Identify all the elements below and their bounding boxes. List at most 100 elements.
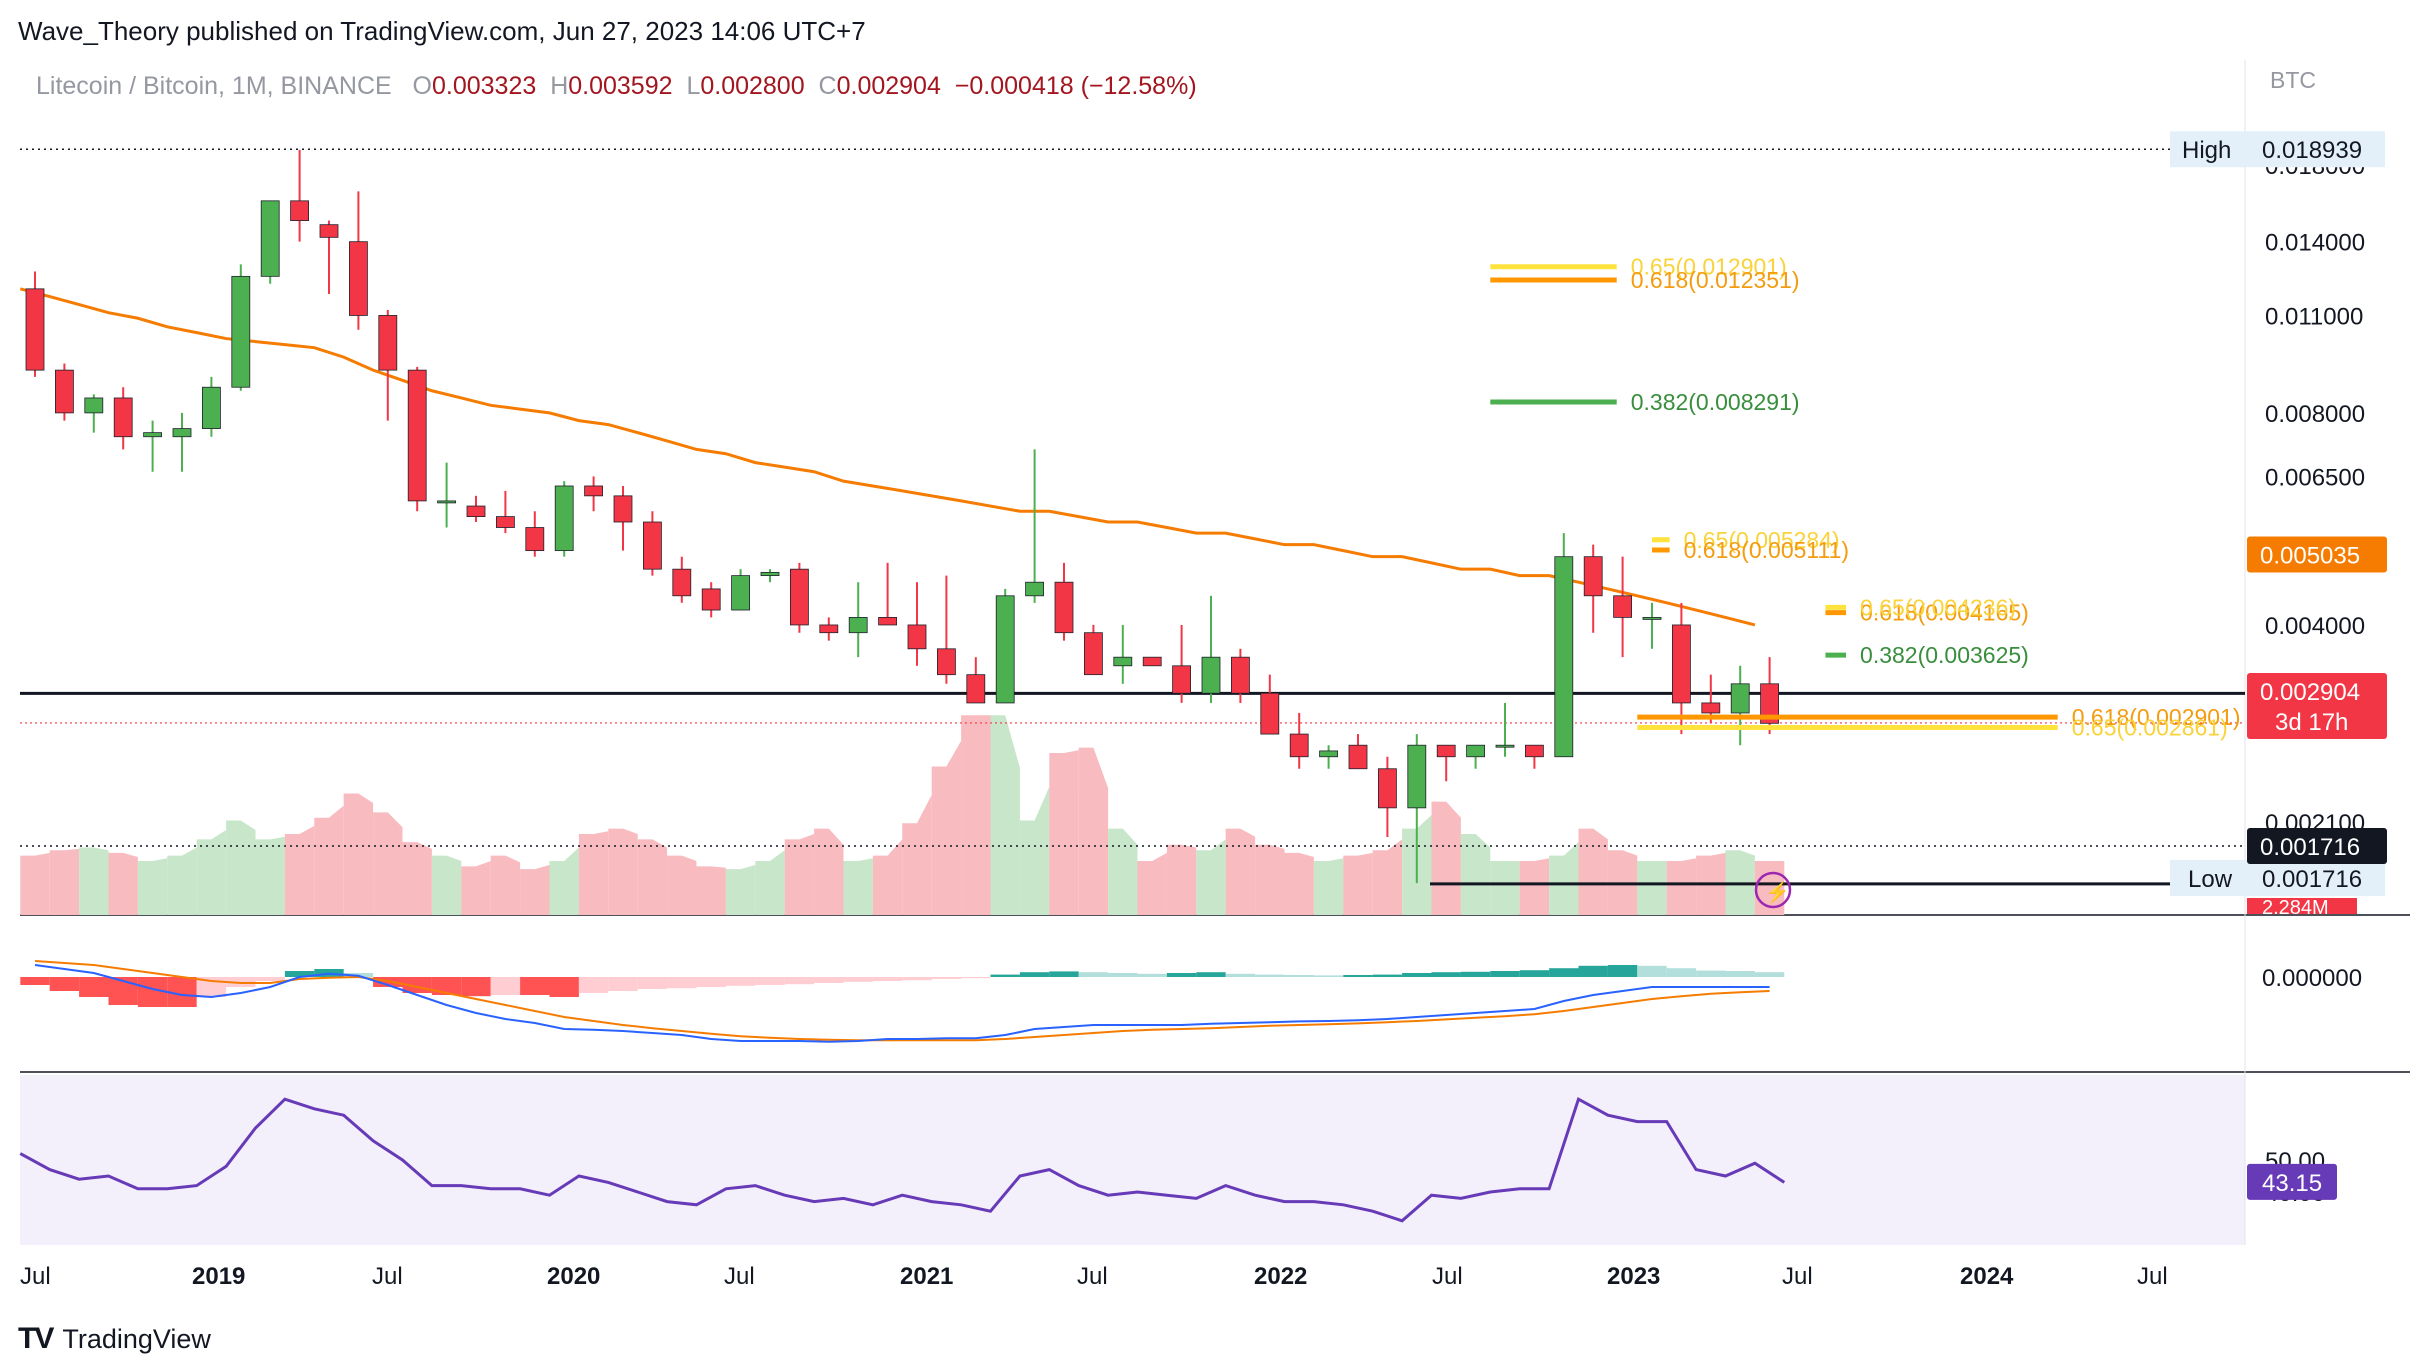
candle <box>1319 745 1338 769</box>
candle-body <box>1525 744 1544 758</box>
candle <box>584 476 603 512</box>
candle <box>1642 602 1662 649</box>
candle <box>1525 744 1544 769</box>
time-axis-tick: Jul <box>1782 1263 1813 1290</box>
candle-body <box>1642 616 1662 620</box>
candle-body <box>407 369 427 502</box>
candle <box>113 387 133 450</box>
volume-bar <box>1108 828 1138 915</box>
symbol-legend: Litecoin / Bitcoin, 1M, BINANCE O0.00332… <box>36 72 1197 101</box>
ema-line <box>19 287 1756 627</box>
support-badge-bg <box>2247 828 2387 864</box>
macd-signal-line <box>34 960 1770 1042</box>
time-axis-tick: Jul <box>2137 1263 2168 1290</box>
price-axis-tick: 0.006500 <box>2265 464 2365 491</box>
macd-histogram-bar <box>1578 965 1608 977</box>
candle-body <box>143 432 163 438</box>
candle-body <box>819 624 839 634</box>
candle-body <box>1436 744 1456 758</box>
time-axis-tick: Jul <box>1432 1263 1463 1290</box>
candle-body <box>378 315 398 371</box>
macd-histogram-bar <box>1019 972 1050 977</box>
candle <box>143 420 163 472</box>
volume-bar <box>1578 828 1608 915</box>
macd-histogram-bar <box>784 977 815 985</box>
volume-bar <box>1666 858 1697 915</box>
support-badge: 0.001716 <box>2260 834 2360 861</box>
macd-histogram-bar <box>549 977 579 997</box>
volume-bar <box>226 820 256 915</box>
macd-histogram-bar <box>1078 972 1109 977</box>
volume-bar <box>167 847 197 915</box>
candle <box>348 191 368 330</box>
ema-badge: 0.005035 <box>2260 543 2360 570</box>
macd-histogram-bar <box>637 977 668 989</box>
volume-bar <box>1637 861 1667 915</box>
macd-histogram-bar <box>578 977 609 993</box>
volume-bar <box>1313 858 1344 915</box>
fib-level-label: 0.618(0.012351) <box>1631 267 1800 293</box>
candle <box>966 657 986 704</box>
candle-body <box>319 224 339 238</box>
candle <box>25 271 45 377</box>
candle <box>1142 656 1162 667</box>
macd-histogram-bar <box>990 974 1020 977</box>
volume-bar <box>784 834 815 915</box>
volume-bar <box>1549 842 1579 915</box>
candle-body <box>584 485 603 497</box>
volume-bar <box>520 865 550 915</box>
candle <box>1378 756 1397 838</box>
candle <box>319 220 339 294</box>
candle-body <box>1613 595 1632 618</box>
fib-level-label: 0.65(0.012901) <box>1631 254 1787 280</box>
candle <box>672 556 692 603</box>
volume-bar <box>1460 834 1491 915</box>
candle <box>84 394 104 433</box>
time-axis-tick: 2023 <box>1607 1263 1660 1290</box>
macd-histogram-bar <box>461 977 491 997</box>
macd-histogram-bar <box>284 971 315 977</box>
candle-body <box>966 674 986 704</box>
volume-bar <box>402 842 432 915</box>
volume-bar <box>696 866 726 915</box>
macd-histogram-bar <box>49 977 80 991</box>
candle-body <box>1113 656 1133 667</box>
candle-body <box>1289 733 1309 758</box>
volume-bar <box>490 855 521 915</box>
candle <box>1348 734 1368 770</box>
macd-histogram-bar <box>255 977 285 981</box>
candle <box>1672 602 1691 735</box>
macd-histogram-bar <box>696 977 726 987</box>
candle-body <box>907 624 927 650</box>
candle-body <box>1378 768 1397 809</box>
volume-bar <box>725 865 756 915</box>
candle <box>290 149 310 242</box>
rsi-badge-bg <box>2247 1163 2337 1200</box>
volume-badge-bg <box>2247 898 2357 914</box>
close-label: C <box>818 72 837 100</box>
volume-bar <box>1490 861 1520 915</box>
candle-body <box>55 369 74 414</box>
volume-bar <box>961 715 991 915</box>
volume-bar <box>255 836 285 915</box>
fib-level-label: 0.618(0.005111) <box>1684 537 1849 563</box>
candle-body <box>731 575 750 611</box>
candle-body <box>495 516 515 528</box>
macd-histogram-bar <box>1196 972 1226 977</box>
candle-body <box>1495 744 1515 748</box>
macd-histogram-bar <box>1754 972 1785 977</box>
candle-body <box>1201 656 1221 694</box>
lightning-icon-glyph: ⚡ <box>1765 880 1790 904</box>
candle-body <box>1583 556 1603 597</box>
footer-brand: TV TradingView <box>18 1322 211 1356</box>
last-price-badge: 0.002904 <box>2260 679 2360 706</box>
volume-bar <box>990 715 1020 915</box>
price-axis-tick: 0.008000 <box>2265 401 2365 428</box>
symbol-name[interactable]: Litecoin / Bitcoin, 1M, BINANCE <box>36 72 392 100</box>
ema-badge-bg <box>2247 536 2387 573</box>
volume-badge: 2.284M <box>2262 897 2329 919</box>
candle <box>1760 657 1779 735</box>
candle-body <box>1466 744 1485 758</box>
candle-body <box>1260 692 1280 735</box>
